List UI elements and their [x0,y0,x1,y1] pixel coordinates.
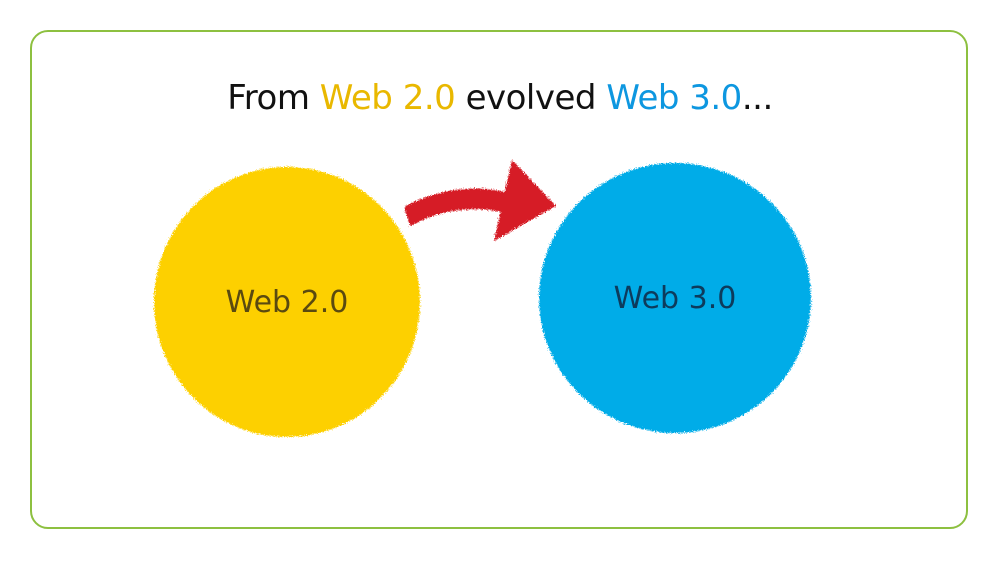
arrow-head [494,160,556,241]
web2-label: Web 2.0 [226,285,349,320]
title-prefix: From [227,78,320,118]
web2-node: Web 2.0 [154,167,420,437]
page-title: From Web 2.0 evolved Web 3.0... [0,78,1000,118]
web3-label: Web 3.0 [614,281,737,316]
web3-node: Web 3.0 [539,163,811,433]
title-middle: evolved [455,78,607,118]
arrow-shaft [404,188,522,226]
title-suffix: ... [741,78,773,118]
web2-circle [154,167,420,437]
web3-circle [539,163,811,433]
title-to-term: Web 3.0 [606,78,742,118]
title-from-term: Web 2.0 [319,78,456,118]
curved-arrow-right-icon [404,160,556,241]
